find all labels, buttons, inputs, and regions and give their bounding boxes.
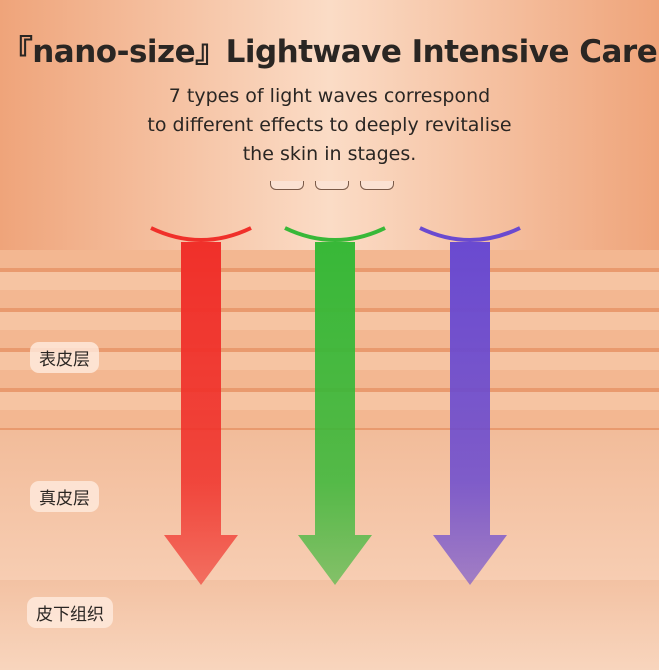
label-subcutaneous: 皮下组织 xyxy=(27,597,113,628)
red-light-arrow xyxy=(164,242,238,585)
label-epidermis: 表皮层 xyxy=(30,342,99,373)
description-line: the skin in stages. xyxy=(242,143,417,165)
description-line: 7 types of light waves correspond xyxy=(168,85,491,107)
light-emitters xyxy=(270,181,394,190)
emitter-icon xyxy=(270,181,304,190)
red-light-emitter-arc xyxy=(150,226,252,242)
green-light-arrow xyxy=(298,242,372,585)
background-top xyxy=(0,0,659,250)
purple-light-emitter-arc xyxy=(419,226,521,242)
purple-light-arrow xyxy=(433,242,507,585)
emitter-icon xyxy=(360,181,394,190)
label-dermis: 真皮层 xyxy=(30,481,99,512)
emitter-icon xyxy=(315,181,349,190)
description: 7 types of light waves correspond to dif… xyxy=(0,82,659,169)
green-light-emitter-arc xyxy=(284,226,386,242)
description-line: to different effects to deeply revitalis… xyxy=(147,114,512,136)
headline: 『nano-size』Lightwave Intensive Care xyxy=(1,34,658,70)
